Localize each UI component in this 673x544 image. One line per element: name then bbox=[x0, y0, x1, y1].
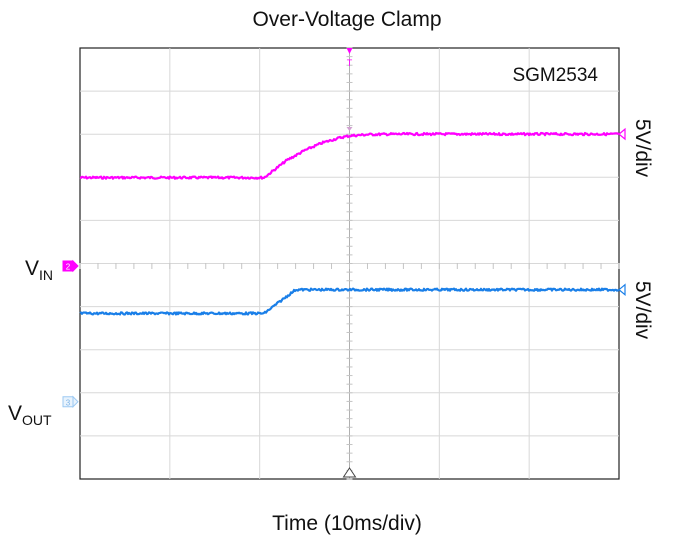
chart-title: Over-Voltage Clamp bbox=[252, 8, 441, 31]
vin-channel-label: VIN bbox=[25, 257, 53, 283]
svg-text:VOUT: VOUT bbox=[8, 402, 52, 428]
x-axis-label: Time (10ms/div) bbox=[272, 512, 422, 535]
vin-trigger-level-marker bbox=[346, 127, 353, 131]
ground-markers: 23 bbox=[62, 259, 79, 408]
vout-scale-label: 5V/div bbox=[631, 281, 654, 340]
trigger-top-label: T bbox=[347, 58, 353, 68]
vout-trace bbox=[79, 287, 620, 316]
vout-label-sub: OUT bbox=[22, 412, 52, 428]
vin-label-main: V bbox=[25, 257, 39, 280]
vout-ground-arrow bbox=[72, 395, 79, 408]
vout-ground-number: 3 bbox=[66, 398, 71, 407]
vout-channel-label: VOUT bbox=[8, 402, 52, 428]
vin-trace bbox=[79, 131, 620, 180]
trigger-position-marker bbox=[342, 467, 357, 478]
vin-ground-arrow bbox=[72, 259, 79, 273]
vin-label-sub: IN bbox=[39, 267, 53, 283]
trigger-top-marker bbox=[346, 48, 353, 54]
svg-text:VIN: VIN bbox=[25, 257, 53, 283]
vin-ground-number: 2 bbox=[66, 263, 71, 272]
vout-label-main: V bbox=[8, 402, 22, 425]
trigger-markers: T bbox=[342, 48, 357, 478]
traces bbox=[79, 127, 626, 316]
plot-area bbox=[79, 47, 626, 480]
vin-scale-label: 5V/div bbox=[631, 119, 654, 178]
vout-level-arrow bbox=[618, 283, 626, 296]
device-label: SGM2534 bbox=[512, 65, 598, 86]
vin-level-arrow bbox=[618, 127, 626, 141]
